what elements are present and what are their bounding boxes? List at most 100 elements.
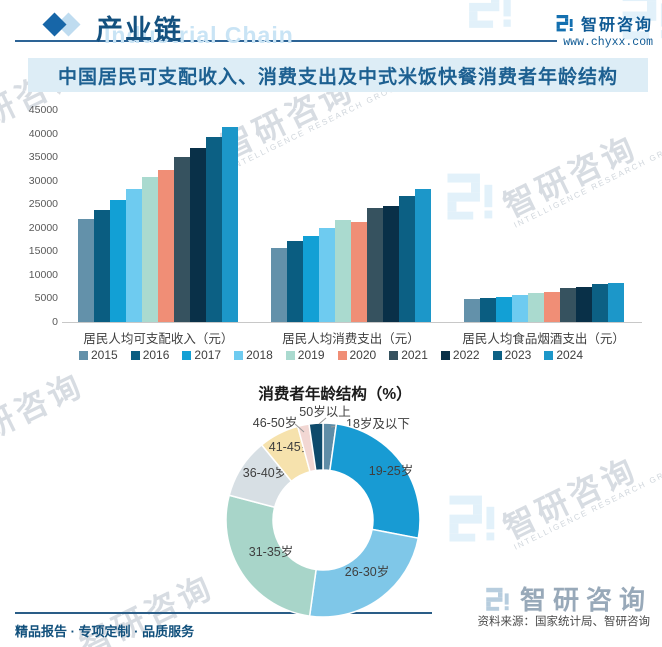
donut-title: 消费者年龄结构（%） (258, 386, 412, 403)
bar-group (78, 127, 239, 322)
donut-slice-26-30岁 (308, 528, 420, 618)
footer-tagline: 精品报告 · 专项定制 · 品质服务 (15, 624, 195, 639)
bar-2015 (463, 299, 480, 322)
watermark-text: 智研咨询 INTELLIGENCE RESEARCH GROUP (497, 450, 662, 552)
bar-2021 (366, 208, 383, 322)
category-label: 居民人均消费支出（元） (282, 332, 420, 346)
donut-slice-50岁以上 (308, 422, 324, 472)
bar-group (463, 282, 624, 322)
donut-slice-19-25岁 (329, 423, 421, 540)
data-source: 资料来源：国家统计局、智研咨询 (477, 616, 651, 628)
bar-2019 (334, 220, 351, 322)
bar-2019 (527, 293, 544, 322)
category-label: 居民人均可支配收入（元） (83, 332, 234, 346)
legend-item-2022: 2022 (440, 348, 480, 362)
bar-group (270, 189, 431, 322)
bar-2016 (286, 241, 303, 322)
header-divider (15, 40, 557, 42)
legend-label: 2023 (504, 348, 532, 362)
bar-2015 (78, 218, 95, 322)
bar-2017 (495, 296, 512, 322)
legend-item-2017: 2017 (182, 348, 221, 362)
donut-label-19-25岁: 19-25岁 (369, 463, 413, 478)
chart-title: 中国居民可支配收入、消费支出及中式米饭快餐消费者年龄结构 (57, 66, 618, 88)
legend-swatch (440, 350, 450, 360)
y-tick-label: 20000 (28, 221, 58, 234)
footer-brand-name: 智研咨询 (519, 585, 652, 615)
legend-label: 2019 (297, 348, 325, 362)
watermark-text: 智研咨询 (0, 366, 90, 462)
bar-2018 (318, 228, 335, 322)
legend-item-2016: 2016 (130, 348, 170, 362)
donut-leader-line (294, 423, 305, 433)
legend-item-2024: 2024 (544, 348, 583, 362)
bar-2017 (110, 199, 127, 322)
category-labels: 居民人均可支配收入（元） 居民人均消费支出（元） 居民人均食品烟酒支出（元） (62, 328, 640, 347)
legend-label: 2016 (142, 348, 170, 362)
bar-2018 (511, 295, 528, 322)
bar-2022 (382, 206, 399, 322)
bar-2016 (479, 297, 496, 322)
y-tick-label: 0 (52, 316, 58, 328)
bar-2017 (302, 235, 319, 322)
donut-slice-31-35岁 (225, 494, 317, 617)
bar-2023 (206, 137, 223, 322)
bar-2023 (591, 284, 608, 322)
y-axis: 0 5000 10000 15000 20000 25000 30000 35000 40000… (14, 104, 58, 328)
legend-item-2021: 2021 (389, 348, 428, 362)
donut-label-36-40岁: 36-40岁 (243, 465, 287, 480)
brand-url: www.chyxx.com (563, 36, 653, 49)
footer-divider (15, 612, 432, 614)
donut-label-31-35岁: 31-35岁 (249, 544, 293, 559)
bar-2022 (575, 286, 592, 322)
legend-label: 2021 (401, 348, 428, 362)
legend-swatch (285, 350, 295, 360)
donut-label-50岁以上: 50岁以上 (299, 404, 350, 419)
bar-2020 (158, 170, 175, 322)
bar-2020 (543, 291, 560, 322)
bar-2024 (414, 189, 431, 322)
legend-item-2020: 2020 (337, 348, 377, 362)
donut-label-46-50岁: 46-50岁 (253, 415, 297, 430)
y-tick-label: 40000 (28, 127, 58, 140)
donut-label-26-30岁: 26-30岁 (345, 564, 389, 579)
legend-label: 2018 (246, 348, 273, 362)
bar-plot-area (62, 110, 640, 322)
legend: 2015 2016 2017 2018 2019 2020 2021 2022 2023 2024 (0, 348, 662, 362)
bar-2021 (559, 288, 576, 322)
legend-swatch (492, 350, 502, 360)
legend-swatch (337, 350, 347, 360)
x-axis-line (62, 322, 642, 323)
bar-2019 (142, 177, 159, 322)
bar-2023 (398, 195, 415, 322)
section-watermark-text: Industrial Chain (104, 22, 294, 48)
watermark-logo-icon (465, 0, 517, 37)
legend-swatch (234, 350, 244, 360)
legend-swatch (182, 350, 192, 360)
y-tick-label: 5000 (34, 292, 58, 305)
y-tick-label: 25000 (28, 198, 58, 211)
y-tick-label: 30000 (28, 174, 58, 187)
brand-logo: 智研咨询 (555, 11, 653, 35)
bar-2021 (174, 156, 191, 322)
donut-label-18岁及以下: 18岁及以下 (346, 416, 410, 431)
bar-2022 (190, 148, 207, 322)
y-tick-label: 35000 (28, 151, 58, 164)
legend-label: 2020 (349, 348, 377, 362)
legend-swatch (544, 350, 554, 360)
legend-item-2018: 2018 (234, 348, 273, 362)
donut-leader-line (318, 417, 327, 425)
donut-chart: 18岁及以下19-25岁26-30岁31-35岁36-40岁41-45岁46-5… (225, 404, 421, 618)
legend-label: 2017 (194, 348, 222, 362)
bar-2024 (222, 127, 239, 322)
y-tick-label: 10000 (28, 268, 58, 281)
brand-name: 智研咨询 (580, 17, 653, 34)
bar-2016 (94, 209, 111, 322)
legend-swatch (389, 350, 399, 360)
y-tick-label: 15000 (28, 245, 58, 258)
category-label: 居民人均食品烟酒支出（元） (462, 332, 625, 346)
bar-2018 (126, 189, 143, 322)
chart-title-bar: 中国居民可支配收入、消费支出及中式米饭快餐消费者年龄结构 (28, 58, 648, 92)
legend-label: 2022 (452, 348, 480, 362)
